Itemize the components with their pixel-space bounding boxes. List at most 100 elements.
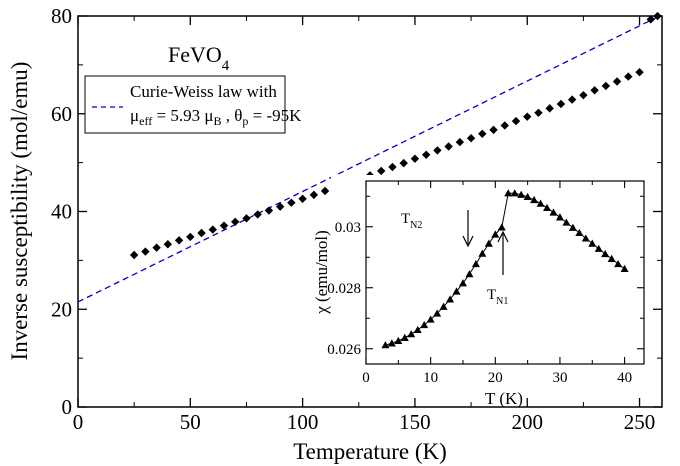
inset-axis-ticks — [365, 181, 644, 364]
legend-text-line-1: Curie-Weiss law with — [130, 82, 277, 101]
data-point-diamond — [545, 104, 554, 113]
inset-data-point-triangle — [530, 195, 539, 204]
data-point-diamond — [377, 166, 386, 176]
inset-data-point-triangle — [394, 336, 403, 345]
inset-y-tick-label: 0.026 — [327, 342, 361, 358]
data-point-diamond — [309, 190, 319, 200]
inset-data-point-triangle — [543, 203, 552, 212]
inset-data-point-triangle — [607, 254, 616, 262]
inset-plot-frame — [365, 180, 645, 365]
inset-data-point-triangle — [549, 208, 558, 216]
inset-data-point-triangle — [497, 223, 506, 231]
data-point-diamond — [646, 15, 655, 24]
x-tick-label: 0 — [73, 410, 84, 434]
x-tick-label: 200 — [511, 410, 543, 434]
data-point-diamond — [174, 236, 184, 245]
data-point-diamond — [567, 95, 577, 104]
compound-label: FeVO4 — [168, 42, 230, 74]
inset-data-point-triangle — [439, 302, 448, 310]
x-tick-label: 100 — [287, 410, 319, 434]
inset-data-point-triangle — [452, 287, 461, 295]
inset-data-point-triangle — [517, 190, 526, 198]
inset-data-point-triangle — [491, 230, 500, 238]
inset-tick-labels: 0 10 20 30 40 0.026 0.028 0.03 — [327, 220, 632, 386]
x-tick-label: 250 — [624, 410, 656, 434]
data-point-diamond — [410, 154, 420, 163]
x-tick-label: 50 — [180, 410, 201, 434]
data-point-diamond — [320, 186, 330, 196]
y-tick-label: 0 — [62, 395, 73, 419]
data-point-diamond — [500, 121, 509, 130]
inset-data-point-triangle — [555, 213, 564, 221]
data-point-diamond — [141, 247, 150, 256]
inset-data-point-triangle — [426, 315, 435, 323]
inset-data-point-triangle — [601, 249, 610, 258]
y-tick-label: 60 — [51, 102, 72, 126]
data-point-diamond — [653, 11, 662, 21]
inset-data-point-triangle — [523, 192, 532, 201]
data-point-diamond — [444, 142, 453, 151]
inset-data-point-triangle — [433, 309, 442, 317]
data-point-diamond — [579, 90, 588, 100]
inset-data-point-triangle — [471, 259, 480, 268]
annotation-tn1-label: TN1 — [487, 287, 508, 307]
annotation-tn2-arrowhead — [462, 235, 474, 248]
inset-data-point-triangle — [407, 330, 416, 338]
inset-x-tick-label: 10 — [423, 370, 438, 386]
data-point-diamond — [219, 221, 229, 230]
inset-x-axis-title: T (K) — [485, 389, 523, 408]
data-point-diamond — [489, 125, 498, 135]
inset-data-point-triangle — [465, 270, 474, 278]
data-point-diamond — [455, 137, 465, 147]
inset-data-point-triangle — [588, 239, 597, 247]
legend-text-line-2: μeff = 5.93 μB , θp = -95K — [130, 106, 302, 128]
curie-weiss-fit-line — [77, 16, 658, 303]
data-point-diamond — [556, 99, 566, 109]
inset-data-point-triangle — [510, 189, 519, 197]
inset-data-point-triangle — [581, 234, 590, 242]
data-point-diamond — [231, 217, 240, 226]
data-point-diamond — [264, 206, 274, 215]
inset-data-point-triangle — [478, 249, 487, 257]
data-point-diamond — [523, 112, 532, 121]
data-point-diamond — [197, 228, 206, 238]
inset-plot: 0 10 20 30 40 0.026 0.028 0.03 T (K) χ (emu/mol… — [312, 175, 648, 408]
data-point-diamond — [635, 68, 644, 77]
x-tick-label: 150 — [399, 410, 431, 434]
x-axis-title: Temperature (K) — [293, 439, 447, 464]
inset-data-point-triangle — [400, 333, 409, 341]
main-series-layer — [77, 11, 662, 303]
data-point-diamond — [253, 210, 262, 219]
inset-background — [331, 175, 648, 363]
inset-data-point-triangle — [387, 339, 396, 347]
main-axis-ticks — [77, 15, 662, 408]
data-point-diamond — [186, 232, 195, 242]
inset-x-tick-label: 0 — [362, 370, 370, 386]
inset-data-point-triangle — [536, 199, 545, 207]
inset-data-point-triangle — [504, 189, 513, 197]
data-point-diamond — [275, 202, 285, 211]
data-point-diamond — [511, 116, 521, 126]
legend-box — [84, 75, 286, 134]
inset-x-tick-label: 30 — [552, 370, 567, 386]
inset-data-point-triangle — [575, 228, 584, 237]
y-tick-label: 80 — [51, 4, 72, 28]
inset-data-point-triangle — [420, 320, 429, 329]
inset-x-tick-label: 20 — [488, 370, 503, 386]
inset-data-point-triangle — [594, 244, 603, 252]
inset-data-point-triangle — [484, 239, 493, 247]
annotation-tn1: TN1 — [487, 230, 509, 307]
data-point-diamond — [129, 250, 139, 260]
annotation-tn1-arrowhead — [497, 230, 509, 243]
inset-data-point-triangle — [381, 341, 390, 349]
inset-data-point-triangle — [446, 295, 455, 303]
annotation-tn2-label: TN2 — [401, 211, 422, 231]
inset-y-tick-label: 0.028 — [327, 281, 361, 297]
y-axis-title: Inverse susceptibility (mol/emu) — [7, 62, 32, 361]
data-point-diamond — [433, 146, 442, 155]
inset-data-point-triangle — [614, 259, 623, 268]
data-point-diamond — [612, 77, 622, 86]
data-point-diamond — [152, 243, 161, 252]
